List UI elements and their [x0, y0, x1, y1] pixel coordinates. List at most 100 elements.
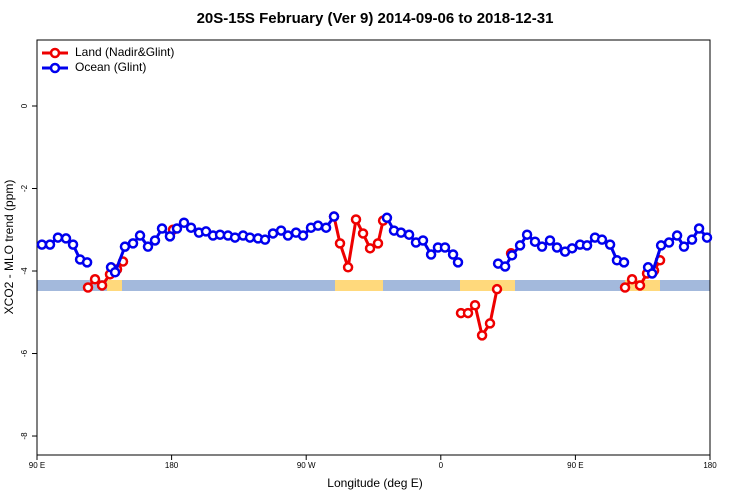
data-point — [372, 238, 384, 249]
x-axis-label: Longitude (deg E) — [327, 476, 422, 490]
data-point — [60, 233, 72, 244]
legend-label: Land (Nadir&Glint) — [75, 45, 174, 59]
y-tick-label: -2 — [20, 184, 29, 192]
legend-marker — [49, 62, 61, 74]
data-point — [462, 307, 474, 319]
data-point — [634, 280, 646, 291]
data-point — [282, 230, 294, 241]
data-point — [178, 217, 190, 228]
data-point — [328, 211, 340, 222]
data-point — [364, 243, 376, 254]
data-point — [96, 280, 108, 291]
data-point — [521, 229, 533, 240]
data-point — [506, 250, 518, 261]
data-point — [447, 249, 459, 260]
data-point — [36, 239, 48, 250]
data-point — [544, 235, 556, 246]
data-point — [81, 257, 93, 268]
data-point — [244, 232, 256, 243]
x-tick-label: 90 W — [297, 461, 316, 470]
data-point — [439, 242, 451, 253]
data-point — [566, 243, 578, 254]
data-point — [185, 222, 197, 233]
data-point — [619, 282, 631, 293]
data-point — [671, 230, 683, 241]
data-point — [514, 240, 526, 251]
x-tick-label: 180 — [703, 461, 717, 470]
data-point — [469, 300, 481, 311]
data-point — [403, 229, 415, 240]
data-point — [44, 239, 56, 250]
data-point — [686, 234, 698, 245]
data-point — [678, 241, 690, 252]
data-point — [499, 261, 511, 272]
ocean-band — [122, 280, 335, 291]
legend-marker — [49, 47, 61, 59]
data-point — [89, 274, 101, 285]
x-tick-label: 0 — [439, 461, 444, 470]
y-axis-label: XCO2 - MLO trend (ppm) — [2, 180, 16, 315]
data-point — [425, 249, 437, 260]
data-point — [334, 238, 346, 249]
data-point — [701, 232, 713, 243]
data-point — [67, 239, 79, 250]
data-point — [171, 223, 183, 234]
data-point — [536, 241, 548, 252]
x-tick-label: 90 E — [29, 461, 45, 470]
data-point — [134, 230, 146, 241]
data-point — [452, 257, 464, 268]
data-point — [693, 223, 705, 234]
data-point — [581, 240, 593, 251]
data-point — [320, 222, 332, 233]
data-point — [229, 232, 241, 243]
data-point — [618, 257, 630, 268]
y-tick-label: -6 — [20, 349, 29, 357]
ocean-band — [660, 280, 710, 291]
land-band — [107, 280, 122, 291]
data-point — [52, 232, 64, 243]
land-band — [335, 280, 383, 291]
data-point — [663, 237, 675, 248]
data-point — [646, 268, 658, 279]
data-point — [275, 225, 287, 236]
ocean-band — [37, 280, 107, 291]
data-point — [82, 282, 94, 293]
x-tick-label: 90 E — [567, 461, 583, 470]
data-point — [529, 236, 541, 247]
y-tick-label: 0 — [20, 103, 29, 108]
data-point — [596, 234, 608, 245]
ocean-band — [515, 280, 625, 291]
ocean-band — [383, 280, 460, 291]
data-point — [312, 220, 324, 231]
surface-band — [37, 280, 710, 291]
data-point — [156, 223, 168, 234]
data-point — [476, 330, 488, 341]
data-point — [164, 231, 176, 242]
land-band — [460, 280, 515, 291]
data-point — [109, 267, 121, 278]
y-tick-label: -4 — [20, 267, 29, 275]
data-point — [626, 274, 638, 285]
data-point — [604, 239, 616, 250]
data-point — [491, 283, 503, 295]
plot-frame — [36, 39, 711, 456]
data-point — [381, 212, 393, 224]
data-point — [357, 228, 369, 239]
data-point — [350, 214, 362, 225]
data-point — [149, 235, 161, 246]
chart-title: 20S-15S February (Ver 9) 2014-09-06 to 2… — [197, 10, 554, 27]
data-point — [259, 234, 271, 245]
data-point — [417, 235, 429, 246]
legend-label: Ocean (Glint) — [75, 60, 146, 74]
data-point — [297, 230, 309, 241]
x-tick-label: 180 — [165, 461, 179, 470]
data-point — [342, 262, 354, 273]
y-tick-label: -8 — [20, 432, 29, 440]
data-point — [551, 242, 563, 253]
data-point — [484, 318, 496, 329]
data-point — [267, 228, 279, 239]
data-point — [119, 241, 131, 252]
data-point — [395, 227, 407, 238]
